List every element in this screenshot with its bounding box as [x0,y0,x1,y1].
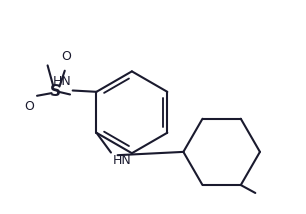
Text: O: O [24,100,34,113]
Text: S: S [50,84,61,99]
Text: HN: HN [112,154,131,167]
Text: O: O [61,50,71,63]
Text: HN: HN [53,75,71,88]
